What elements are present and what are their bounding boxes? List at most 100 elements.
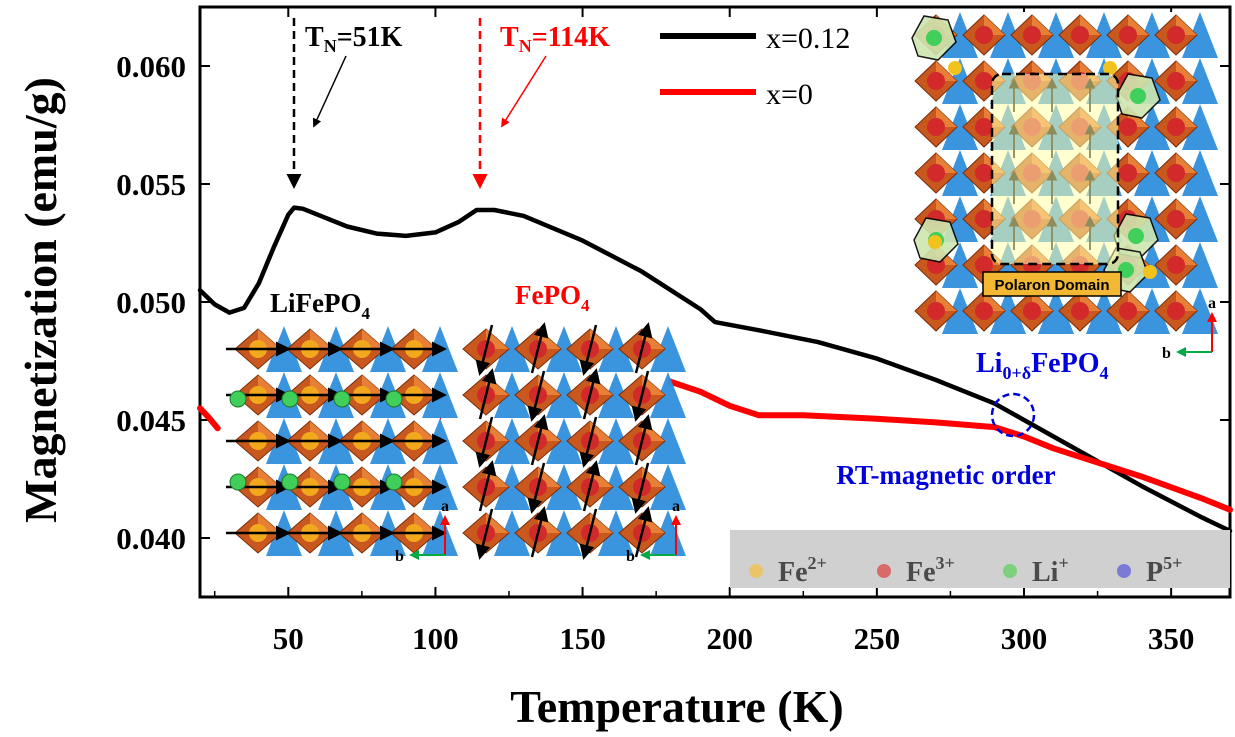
- li-delta-tetra-1-5: [1182, 58, 1218, 104]
- li-delta-main: Li: [976, 348, 1003, 379]
- tn-114k-pointer: [501, 55, 547, 128]
- fepo4-spin-1-3: [631, 370, 650, 422]
- y-axis-label: Magnetization (emu/g): [15, 77, 66, 523]
- ion-legend-label-1: Fe3+: [906, 553, 955, 588]
- li-delta-axis-a-label: a: [1208, 295, 1216, 312]
- fepo4-spin-0-2: [579, 324, 598, 376]
- fepo4-tetra-4-1: [546, 510, 582, 556]
- fepo4-spin-1-0: [478, 368, 497, 420]
- li-delta-ion-1-0: [927, 72, 945, 90]
- li-delta-tetra-3-5: [1182, 150, 1218, 196]
- fepo4-label-sub: 4: [581, 296, 590, 315]
- x-tick-label-150: 150: [559, 621, 606, 656]
- x-axis-label: Temperature (K): [510, 681, 843, 732]
- tn-114k-label: TN=114K: [500, 22, 610, 56]
- ion-legend-dot-1: [877, 564, 891, 578]
- x-tick-label-100: 100: [412, 621, 459, 656]
- li-delta-ion-3-4: [1119, 164, 1137, 182]
- li-delta-li-0: [926, 30, 942, 46]
- li-delta-tetra-4-5: [1182, 196, 1218, 242]
- li-delta-tetra-6-5: [1182, 288, 1218, 334]
- tn-annotation-114k: TN=114K: [472, 18, 610, 189]
- fepo4-tetra-3-0: [494, 464, 530, 510]
- fepo4-structure-inset: ab: [460, 322, 686, 565]
- fepo4-spin-1-2: [582, 368, 601, 420]
- li-delta-tetra-5-5: [1182, 242, 1218, 288]
- legend-label-series-1: x=0.12: [766, 22, 850, 55]
- y-tick-label-3: 0.055: [116, 167, 186, 202]
- fepo4-spin-4-0: [475, 508, 494, 560]
- ion-legend-symbol-3: P: [1146, 557, 1163, 588]
- li-delta-ion-3-0: [927, 164, 945, 182]
- ion-legend-dot-2: [1003, 564, 1017, 578]
- fepo4-tetra-2-0: [494, 418, 530, 464]
- x-tick-label-50: 50: [273, 621, 304, 656]
- tn-114k-sub: N: [519, 36, 532, 56]
- lifepo4-label: LiFePO4: [270, 288, 370, 323]
- li-delta-ion-6-3: [1071, 302, 1089, 320]
- fepo4-spin-4-1: [530, 506, 549, 558]
- y-tick-label-1: 0.045: [116, 403, 186, 438]
- fepo4-spin-3-1: [527, 462, 546, 514]
- li-delta-tetra-0-2: [1038, 12, 1074, 58]
- li-delta-tetra-0-4: [1134, 12, 1170, 58]
- fepo4-tetra-1-3: [650, 372, 686, 418]
- rt-order-circle: [990, 392, 1036, 438]
- li-delta-ion-6-2: [1023, 302, 1041, 320]
- lifepo4-li-0-3: [385, 390, 403, 408]
- li-delta-tail-sub: 4: [1100, 363, 1109, 383]
- lifepo4-axis-a-label: a: [441, 498, 449, 515]
- fepo4-spin-3-0: [478, 460, 497, 512]
- fepo4-spin-4-2: [579, 508, 598, 560]
- li-delta-tetra-1-0: [942, 58, 978, 104]
- tn-51k-pointer: [312, 55, 347, 128]
- li-delta-ion-3-1: [975, 164, 993, 182]
- li-delta-tetra-6-2: [1038, 288, 1074, 334]
- lifepo4-li-1-2: [333, 473, 351, 491]
- li-delta-ion-1-5: [1167, 72, 1185, 90]
- lifepo4-li-0-0: [229, 390, 247, 408]
- li-delta-ion-6-4: [1119, 302, 1137, 320]
- rt-order-label: RT-magnetic order: [836, 460, 1055, 490]
- polaron-domain-box: [990, 72, 1120, 266]
- lifepo4-li-1-3: [385, 473, 403, 491]
- ion-legend-label-3: P5+: [1146, 553, 1182, 588]
- li-delta-tail: FePO: [1031, 348, 1099, 379]
- li-delta-ion-0-2: [1023, 26, 1041, 44]
- y-tick-label-0: 0.040: [116, 521, 186, 556]
- series-2-segment-2: [662, 376, 1233, 513]
- fepo4-axis-a-label: a: [672, 498, 680, 515]
- li-delta-li-4: [1118, 262, 1134, 278]
- ion-legend-charge-1: 3+: [936, 553, 955, 573]
- legend: x=0.12 x=0: [660, 22, 850, 111]
- ion-legend-charge-3: 5+: [1163, 553, 1182, 573]
- li-delta-fe2-2: [1143, 265, 1157, 279]
- li-delta-label: Li0+δFePO4: [976, 348, 1109, 383]
- li-delta-tetra-6-1: [990, 288, 1026, 334]
- li-delta-tetra-2-0: [942, 104, 978, 150]
- ion-legend-symbol-1: Fe: [906, 557, 936, 588]
- fepo4-spin-2-3: [634, 414, 653, 466]
- fepo4-tetra-3-2: [598, 464, 634, 510]
- fepo4-tetra-4-2: [598, 510, 634, 556]
- ion-legend: Fe2+ Fe3+ Li+ P5+: [749, 553, 1182, 588]
- y-tick-label-4: 0.060: [116, 49, 186, 84]
- li-delta-tetra-6-3: [1086, 288, 1122, 334]
- fepo4-spin-4-3: [634, 506, 653, 558]
- li-delta-ion-0-1: [975, 26, 993, 44]
- ion-legend-label-0: Fe2+: [778, 553, 827, 588]
- fepo4-tetra-0-1: [546, 326, 582, 372]
- ticks-layer: 50 100 150 200 250 300 350 0.040 0.045 0.050 0.055…: [116, 7, 1230, 656]
- li-delta-ion-5-1: [975, 256, 993, 274]
- ion-legend-label-2: Li+: [1032, 553, 1069, 588]
- li-delta-ion-5-5: [1167, 256, 1185, 274]
- lifepo4-li-0-1: [281, 390, 299, 408]
- lifepo4-structure-inset: ab: [226, 326, 458, 565]
- lifepo4-axis-b-label: b: [395, 548, 404, 565]
- fepo4-tetra-1-1: [546, 372, 582, 418]
- fepo4-tetra-0-0: [494, 326, 530, 372]
- li-delta-tetra-3-4: [1134, 150, 1170, 196]
- li-delta-fe2-1: [1103, 61, 1117, 75]
- y-tick-label-2: 0.050: [116, 285, 186, 320]
- lifepo4-li-0-2: [333, 390, 351, 408]
